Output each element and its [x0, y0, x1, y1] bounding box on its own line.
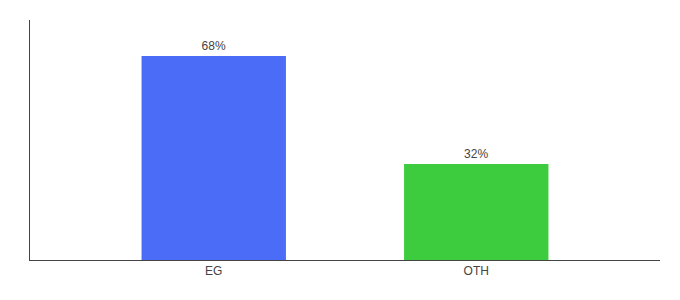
svg-text:68%: 68%: [202, 39, 226, 53]
svg-text:OTH: OTH: [464, 264, 489, 278]
svg-text:32%: 32%: [464, 147, 488, 161]
svg-text:EG: EG: [205, 264, 222, 278]
